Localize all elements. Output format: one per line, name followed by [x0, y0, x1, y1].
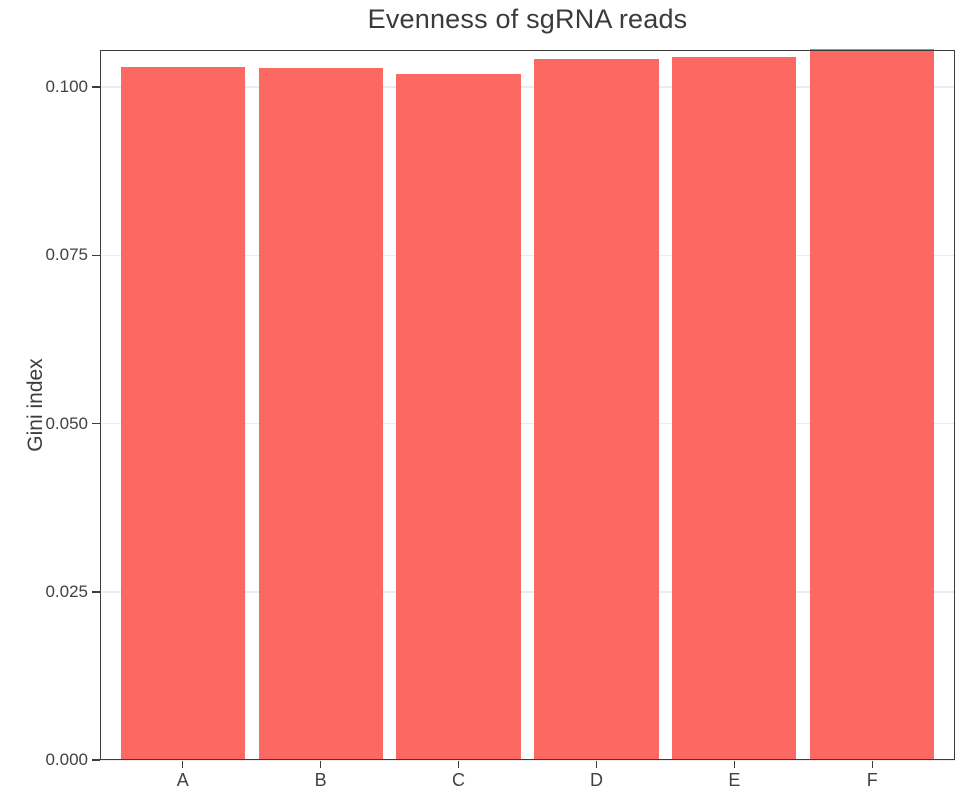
x-tick-label: F	[866, 770, 878, 790]
x-tick-mark	[871, 760, 873, 768]
bar-D	[534, 59, 659, 760]
y-tick-label: 0.100	[45, 77, 88, 96]
y-tick-mark	[92, 422, 100, 425]
bar-F	[810, 48, 935, 760]
x-tick-label: D	[589, 770, 603, 790]
y-tick-mark	[92, 254, 100, 256]
x-tick-label: C	[452, 770, 466, 790]
x-tick-mark	[733, 760, 736, 768]
y-tick-label: 0.025	[45, 581, 88, 601]
x-tick-mark	[595, 760, 598, 768]
gridline-major	[100, 759, 955, 761]
x-tick-mark	[319, 760, 322, 768]
chart-title: Evenness of sgRNA reads	[367, 4, 688, 34]
gridline-major	[100, 254, 955, 256]
bar-A	[120, 66, 245, 760]
y-tick-label: 0.075	[45, 245, 88, 265]
y-tick-label: 0.050	[45, 413, 88, 433]
y-tick-mark	[92, 759, 100, 761]
y-tick-label: 0.000	[45, 750, 88, 769]
gridline-major	[100, 591, 955, 593]
gridline-layer	[100, 50, 955, 761]
x-tick-mark	[457, 760, 460, 768]
x-tick-mark	[181, 760, 184, 768]
bar-B	[258, 68, 383, 760]
x-tick-label: B	[314, 770, 327, 790]
gridline-major	[100, 86, 955, 88]
plot-panel	[100, 48, 955, 761]
y-tick-mark	[92, 591, 100, 593]
bar-E	[672, 56, 797, 760]
x-tick-label: E	[728, 770, 741, 790]
y-axis-title: Gini index	[24, 358, 47, 452]
gridline-major	[100, 422, 955, 425]
bar-C	[396, 73, 521, 760]
x-tick-label: A	[176, 770, 189, 790]
bar-layer	[100, 48, 955, 760]
y-tick-mark	[92, 86, 100, 88]
